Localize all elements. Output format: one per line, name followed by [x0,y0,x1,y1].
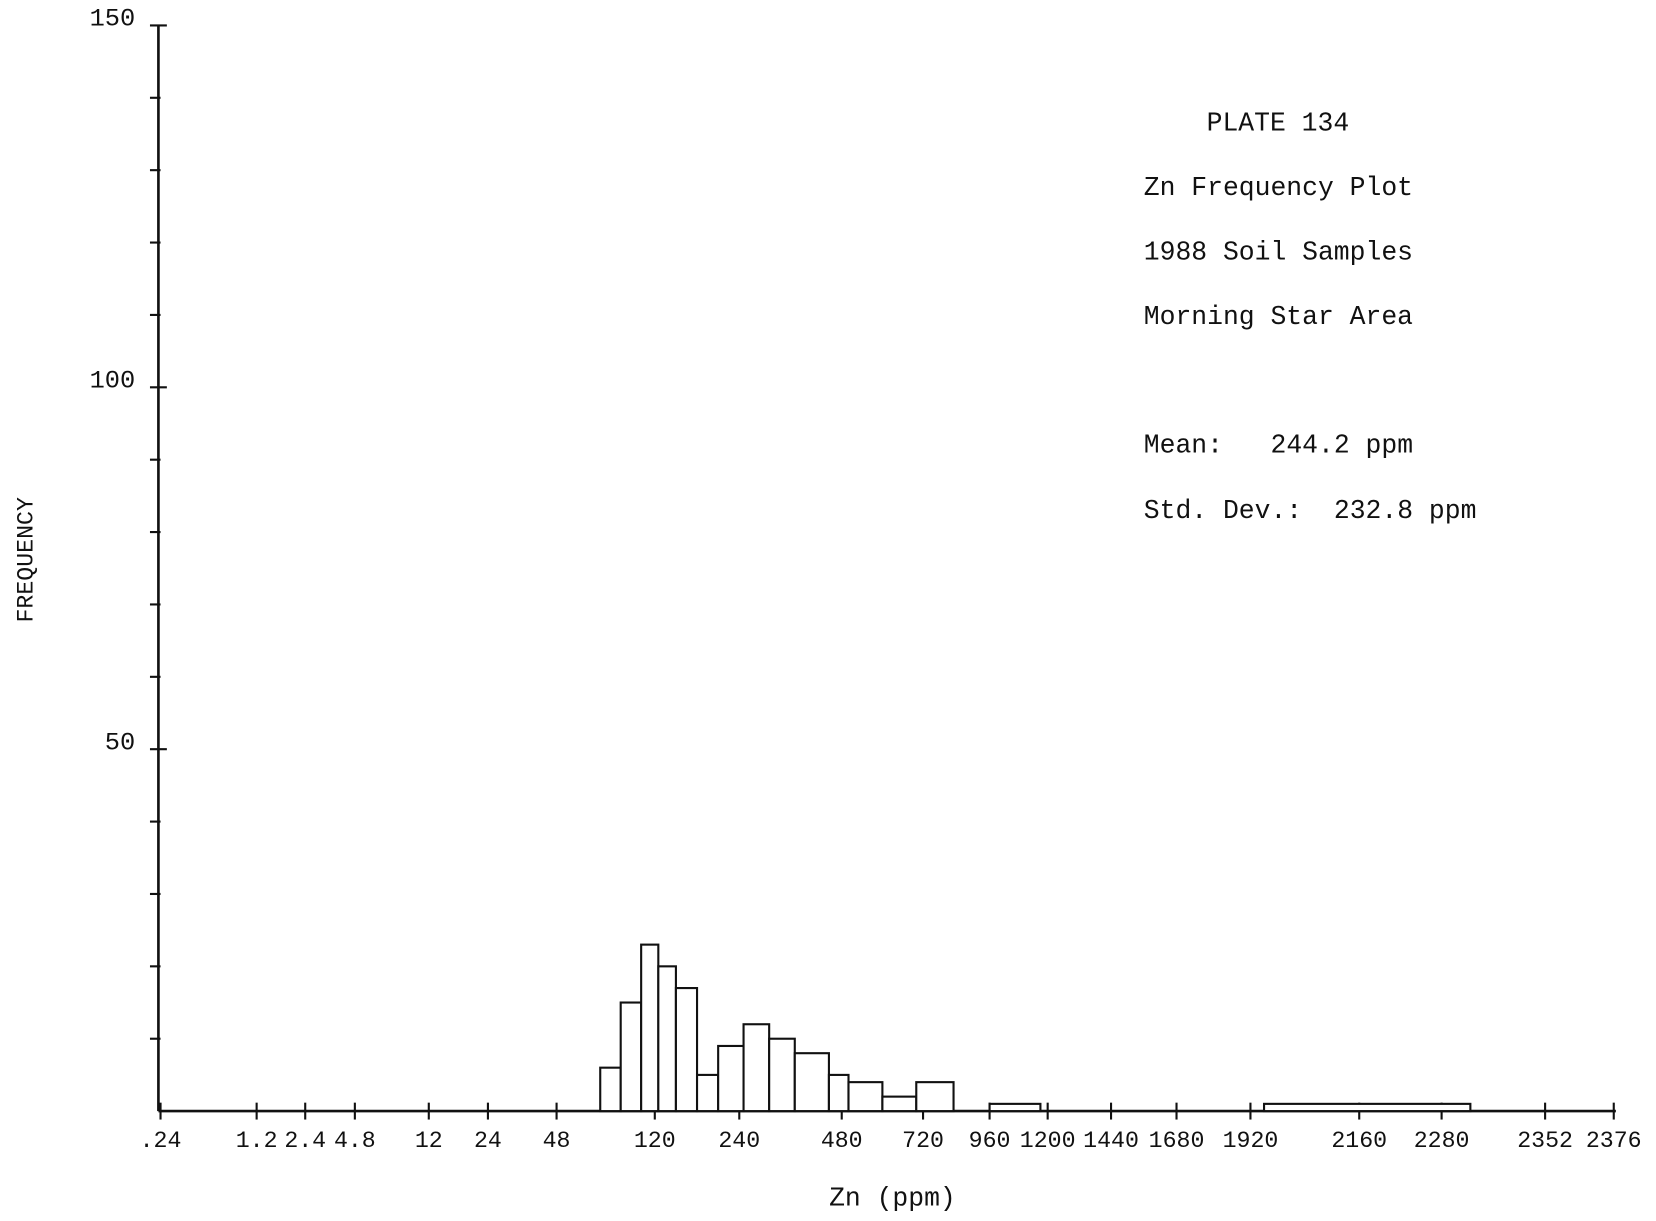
bar [717,1044,745,1113]
x-tick-label: 1680 [1149,1128,1205,1154]
subtitle: 1988 Soil Samples [1144,237,1413,267]
bar [1262,1102,1472,1113]
x-tick-label: 12 [415,1128,443,1154]
stat-label: Mean: [1144,431,1223,461]
x-tick-label: 2160 [1331,1128,1387,1154]
stat-label: Std. Dev.: [1144,496,1302,526]
bar [847,1081,884,1113]
x-tick-label: .24 [140,1128,182,1154]
y-tick-label: 150 [90,5,136,34]
bar [881,1095,918,1113]
bar [915,1081,955,1113]
x-tick-label: 4.8 [334,1128,376,1154]
bar [599,1066,622,1113]
y-axis-label: FREQUENCY [14,497,40,622]
x-tick-label: 1920 [1223,1128,1279,1154]
x-tick-label: 1.2 [236,1128,278,1154]
x-tick-label: 2.4 [284,1128,326,1154]
x-tick-label: 24 [474,1128,502,1154]
x-tick-label: 2352 [1517,1128,1573,1154]
x-tick-label: 2376 [1586,1128,1642,1154]
subtitle: Zn Frequency Plot [1144,173,1413,203]
x-tick-label: 2280 [1414,1128,1470,1154]
x-tick-label: 1440 [1083,1128,1139,1154]
x-tick-label: 48 [543,1128,571,1154]
bar [742,1023,771,1113]
bar [674,987,699,1113]
chart-title: PLATE 134 [1207,109,1350,139]
bar [619,1001,643,1113]
y-tick-label: 50 [105,729,135,758]
x-tick-label: 480 [821,1128,863,1154]
bar [793,1052,830,1113]
bar [988,1102,1042,1113]
x-tick-label: 240 [718,1128,760,1154]
bar [768,1037,796,1113]
x-tick-label: 1200 [1020,1128,1076,1154]
x-axis-label: Zn (ppm) [829,1184,956,1214]
stat-value: 232.8 ppm [1334,496,1477,526]
bar [695,1073,720,1113]
subtitle: Morning Star Area [1144,302,1413,332]
x-tick-label: 720 [902,1128,944,1154]
bar [827,1073,850,1113]
bar [657,965,677,1113]
bar [640,943,660,1113]
stat-value: 244.2 ppm [1271,431,1414,461]
x-tick-label: 120 [634,1128,676,1154]
y-tick-label: 100 [90,367,136,396]
x-tick-label: 960 [969,1128,1011,1154]
